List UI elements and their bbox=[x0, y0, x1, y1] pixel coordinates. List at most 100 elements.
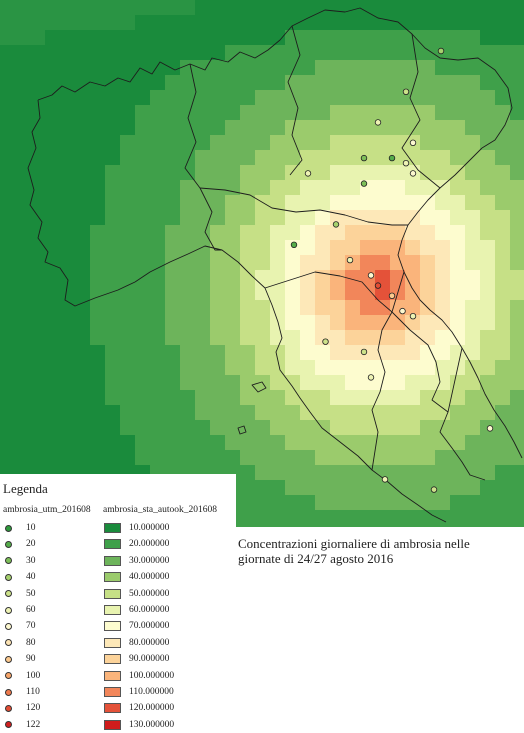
raster-legend-item: 70.000000 bbox=[104, 618, 169, 634]
raster-swatch bbox=[104, 621, 121, 632]
point-label: 30 bbox=[26, 555, 36, 566]
region-boundary bbox=[439, 411, 486, 481]
raster-swatch bbox=[104, 523, 121, 533]
point-label: 10 bbox=[26, 523, 36, 533]
point-symbol bbox=[5, 704, 12, 712]
points-legend-item: 120 bbox=[5, 700, 40, 716]
raster-legend-item: 100.000000 bbox=[104, 668, 174, 684]
station-points bbox=[290, 47, 494, 493]
map-canvas bbox=[0, 0, 524, 527]
raster-legend-item: 10.000000 bbox=[104, 520, 169, 536]
concentration-map[interactable] bbox=[0, 0, 524, 527]
raster-legend-item: 40.000000 bbox=[104, 569, 169, 585]
region-boundary bbox=[199, 187, 222, 251]
raster-legend-item: 120.000000 bbox=[104, 700, 174, 716]
point-symbol bbox=[5, 524, 12, 532]
raster-swatch bbox=[104, 605, 121, 615]
station-point bbox=[402, 159, 410, 167]
points-legend-item: 100 bbox=[5, 668, 40, 684]
point-symbol bbox=[5, 557, 12, 565]
points-legend-item: 110 bbox=[5, 684, 40, 700]
raster-label: 70.000000 bbox=[129, 621, 170, 632]
point-label: 122 bbox=[26, 719, 41, 730]
raster-swatch bbox=[104, 719, 121, 730]
station-point bbox=[367, 272, 375, 279]
point-symbol bbox=[5, 606, 12, 614]
region-boundary bbox=[264, 271, 405, 313]
point-symbol bbox=[5, 639, 12, 647]
region-boundary bbox=[184, 63, 201, 189]
raster-legend-item: 30.000000 bbox=[104, 553, 169, 569]
station-point bbox=[374, 282, 382, 289]
points-legend-item: 80 bbox=[5, 635, 36, 651]
western-border bbox=[27, 99, 136, 307]
point-label: 20 bbox=[26, 539, 36, 550]
station-point bbox=[399, 307, 406, 315]
raster-label: 100.000000 bbox=[129, 670, 175, 681]
points-legend-item: 40 bbox=[5, 569, 36, 585]
raster-swatch bbox=[104, 572, 121, 583]
station-point bbox=[409, 170, 417, 177]
raster-legend-item: 110.000000 bbox=[104, 684, 174, 700]
island bbox=[237, 425, 247, 435]
raster-label: 10.000000 bbox=[129, 523, 170, 533]
raster-legend-item: 90.000000 bbox=[104, 651, 169, 667]
points-legend-item: 90 bbox=[5, 651, 36, 667]
points-legend-item: 122 bbox=[5, 717, 40, 733]
point-label: 80 bbox=[26, 637, 36, 648]
raster-label: 90.000000 bbox=[129, 654, 170, 665]
region-boundary bbox=[199, 187, 408, 226]
region-boundary bbox=[401, 33, 441, 189]
point-symbol bbox=[5, 590, 12, 598]
region-boundary bbox=[371, 311, 393, 471]
legend-panel: Legenda ambrosia_utm_201608 ambrosia_sta… bbox=[0, 474, 236, 730]
raster-swatch bbox=[104, 670, 121, 681]
raster-label: 110.000000 bbox=[129, 687, 174, 697]
station-point bbox=[360, 154, 368, 162]
point-label: 60 bbox=[26, 605, 36, 615]
station-point bbox=[290, 241, 298, 248]
raster-label: 60.000000 bbox=[129, 605, 170, 615]
point-symbol bbox=[5, 672, 12, 680]
station-point bbox=[374, 119, 382, 126]
raster-label: 40.000000 bbox=[129, 572, 170, 583]
points-legend-item: 20 bbox=[5, 536, 36, 552]
points-legend-item: 30 bbox=[5, 553, 36, 569]
raster-swatch bbox=[104, 539, 121, 550]
points-legend-item: 50 bbox=[5, 586, 36, 602]
point-symbol bbox=[5, 688, 12, 696]
raster-swatch bbox=[104, 654, 121, 665]
station-point bbox=[360, 180, 368, 187]
tyrrhenian-coast bbox=[264, 287, 447, 523]
elba-island bbox=[251, 381, 267, 393]
raster-swatch bbox=[104, 555, 121, 566]
raster-label: 30.000000 bbox=[129, 555, 170, 566]
station-point bbox=[360, 348, 368, 356]
adriatic-coast bbox=[397, 147, 523, 459]
points-legend-item: 10 bbox=[5, 520, 36, 536]
point-symbol bbox=[5, 622, 12, 630]
station-point bbox=[346, 256, 354, 264]
region-boundary bbox=[287, 25, 303, 176]
point-label: 110 bbox=[26, 687, 40, 697]
region-borders bbox=[27, 7, 523, 523]
points-heading: ambrosia_utm_201608 bbox=[3, 505, 91, 515]
raster-label: 80.000000 bbox=[129, 637, 170, 648]
station-point bbox=[381, 476, 389, 483]
station-point bbox=[322, 338, 329, 345]
point-label: 50 bbox=[26, 588, 36, 599]
station-point bbox=[437, 47, 445, 55]
raster-label: 120.000000 bbox=[129, 703, 175, 714]
station-point bbox=[332, 221, 340, 228]
station-point bbox=[409, 139, 417, 146]
raster-label: 130.000000 bbox=[129, 719, 175, 730]
caption-line-1: Concentrazioni giornaliere di ambrosia n… bbox=[238, 536, 470, 551]
legend-title: Legenda bbox=[3, 481, 48, 496]
station-point bbox=[402, 88, 410, 95]
points-legend-item: 60 bbox=[5, 602, 36, 618]
station-point bbox=[388, 292, 396, 299]
station-point bbox=[367, 374, 375, 381]
point-label: 100 bbox=[26, 670, 41, 681]
raster-legend-item: 20.000000 bbox=[104, 536, 169, 552]
point-symbol bbox=[5, 655, 12, 663]
